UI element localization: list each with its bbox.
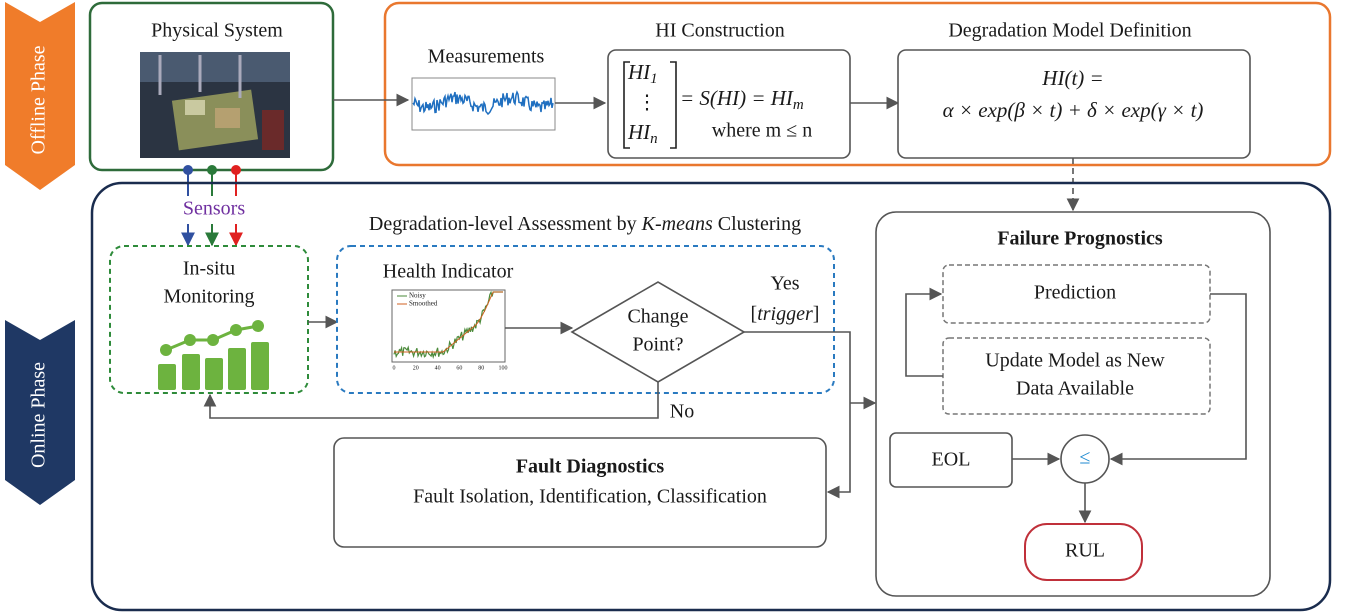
change-point-label: Point? xyxy=(632,334,683,356)
degradation-model-box xyxy=(897,49,1251,159)
health-indicator-title: Health Indicator xyxy=(383,261,514,283)
monitoring-icon xyxy=(158,320,269,390)
physical-system-photo xyxy=(140,52,290,158)
offline-label: Offline Phase xyxy=(28,45,50,154)
change-point-label: Change xyxy=(627,306,688,328)
legend-label: Smoothed xyxy=(409,300,438,308)
matrix-bracket xyxy=(670,61,677,149)
x-tick-labels: 0 20 40 60 80 100 xyxy=(393,365,508,371)
in-situ-label: Monitoring xyxy=(163,286,254,308)
eol-box xyxy=(889,432,1013,488)
rul-box xyxy=(1024,523,1143,581)
assessment-title: Degradation-level Assessment by K-means … xyxy=(369,213,801,235)
eol-label: EOL xyxy=(932,449,971,471)
model-equation: HI(t) = xyxy=(1041,66,1103,90)
arrow xyxy=(744,331,851,499)
matrix-bracket xyxy=(623,61,630,149)
online-box xyxy=(90,181,1332,612)
fault-diagnostics-title: Fault Diagnostics xyxy=(516,456,665,478)
fault-diagnostics-box xyxy=(333,437,827,548)
failure-prognostics-title: Failure Prognostics xyxy=(997,228,1163,250)
x-tick-label: 60 xyxy=(456,365,462,371)
degradation-model-title: Degradation Model Definition xyxy=(948,20,1191,42)
offline-box xyxy=(383,1,1332,167)
hi-construction-box xyxy=(607,49,851,159)
x-tick-label: 40 xyxy=(435,365,441,371)
trigger-label: [trigger] xyxy=(751,303,820,325)
x-tick-label: 80 xyxy=(478,365,484,371)
fault-diagnostics-subtitle: Fault Isolation, Identification, Classif… xyxy=(413,486,767,508)
hi-construction-title: HI Construction xyxy=(655,20,784,42)
update-label: Data Available xyxy=(1016,378,1134,400)
x-tick-label: 0 xyxy=(393,365,396,371)
arrow xyxy=(905,287,943,377)
model-equation: α × exp(β × t) + δ × exp(γ × t) xyxy=(943,98,1204,122)
x-tick-label: 20 xyxy=(413,365,419,371)
measurements-signal xyxy=(412,90,554,116)
hi-equation: = S(HI) = HIm xyxy=(680,86,804,114)
measurements-title: Measurements xyxy=(428,46,545,68)
hi-condition: where m ≤ n xyxy=(712,120,812,142)
x-tick-label: 100 xyxy=(499,365,508,371)
online-chevron xyxy=(5,320,75,505)
comparison-label: ≤ xyxy=(1080,447,1091,469)
arrow xyxy=(1109,293,1247,466)
smoothed-curve xyxy=(394,291,503,353)
matrix-entry: HIn xyxy=(627,120,658,148)
sensors-label: Sensors xyxy=(183,198,245,220)
prediction-label: Prediction xyxy=(1034,282,1116,304)
no-label: No xyxy=(670,401,694,423)
online-label: Online Phase xyxy=(28,362,50,468)
matrix-entry: HI1 xyxy=(627,60,658,88)
offline-chevron xyxy=(5,2,75,190)
in-situ-label: In-situ xyxy=(183,258,235,280)
rul-label: RUL xyxy=(1065,540,1105,562)
update-label: Update Model as New xyxy=(985,350,1165,372)
yes-label: Yes xyxy=(770,273,799,295)
matrix-entry: ⋮ xyxy=(637,92,657,114)
physical-system-title: Physical System xyxy=(151,20,283,42)
legend-label: Noisy xyxy=(409,292,426,300)
prediction-box xyxy=(942,264,1211,324)
arrow xyxy=(203,382,659,419)
